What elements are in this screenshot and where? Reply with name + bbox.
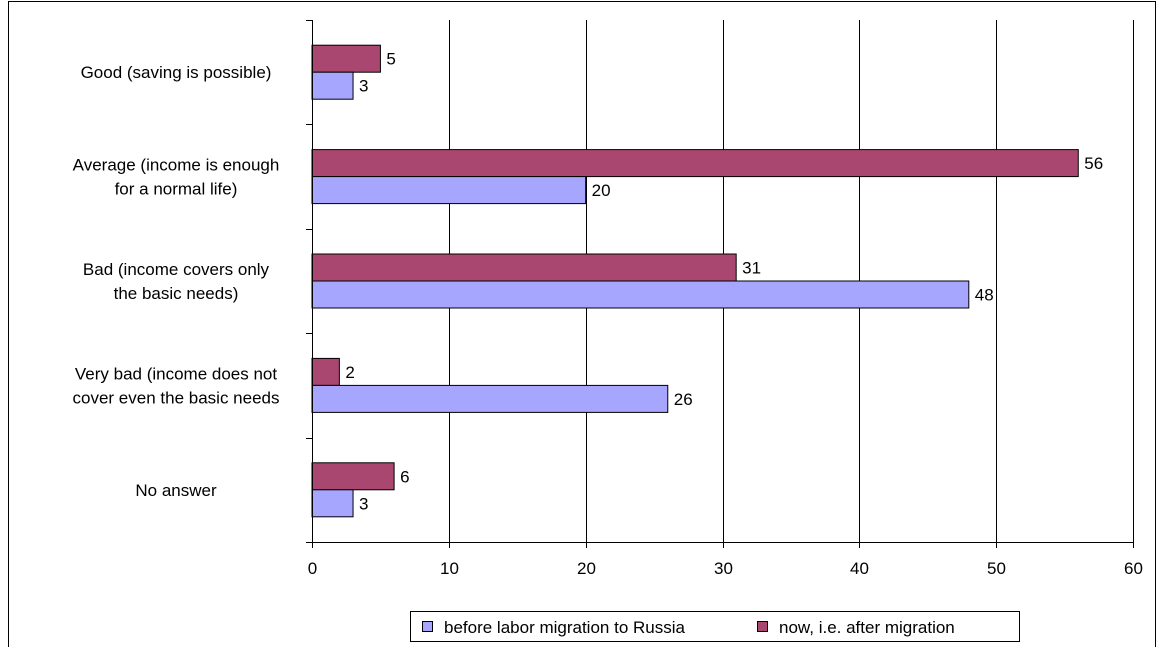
category-label-2-line-1: Average (income is enough	[73, 156, 280, 175]
legend: before labor migration to Russia now, i.e…	[410, 611, 1020, 642]
x-tick-label-60: 60	[1124, 559, 1143, 578]
data-label-before-1: 3	[359, 77, 368, 96]
x-tick-label-30: 30	[714, 559, 733, 578]
bar-now-4	[311, 357, 340, 386]
data-label-now-4: 2	[345, 363, 354, 382]
x-tick-label-40: 40	[850, 559, 869, 578]
legend-label-now: now, i.e. after migration	[779, 618, 955, 637]
bars	[311, 44, 1079, 518]
legend-swatch-now	[757, 621, 768, 632]
legend-swatch-before	[422, 621, 433, 632]
x-tick-label-10: 10	[440, 559, 459, 578]
legend-label-before: before labor migration to Russia	[444, 618, 686, 637]
data-label-now-2: 56	[1084, 154, 1103, 173]
bar-now-3	[311, 253, 737, 282]
category-label-2-line-2: for a normal life)	[115, 180, 238, 199]
bar-before-3	[311, 280, 970, 309]
bar-now-1	[311, 44, 381, 73]
data-label-before-3: 48	[975, 286, 994, 305]
bar-before-2	[311, 176, 587, 205]
data-label-before-2: 20	[592, 181, 611, 200]
category-label-5: No answer	[135, 481, 217, 500]
data-label-before-5: 3	[359, 494, 368, 513]
outer-frame	[8, 1, 1156, 647]
legend-box	[410, 611, 1020, 642]
bar-before-1	[311, 71, 354, 100]
x-tick-label-20: 20	[577, 559, 596, 578]
category-label-4-line-2: cover even the basic needs	[73, 388, 280, 407]
data-label-now-5: 6	[400, 467, 409, 486]
bar-now-5	[311, 462, 395, 491]
category-label-1: Good (saving is possible)	[81, 63, 272, 82]
x-tick-label-50: 50	[987, 559, 1006, 578]
data-label-now-1: 5	[386, 50, 395, 69]
category-label-4-line-1: Very bad (income does not	[75, 364, 278, 383]
axes	[306, 20, 1134, 548]
bar-before-5	[311, 489, 354, 518]
x-tick-label-0: 0	[308, 559, 317, 578]
data-label-before-4: 26	[674, 390, 693, 409]
bar-now-2	[311, 149, 1079, 178]
category-label-3-line-2: the basic needs)	[114, 284, 239, 303]
data-label-now-3: 31	[742, 259, 761, 278]
bar-before-4	[311, 384, 669, 413]
category-label-3-line-1: Bad (income covers only	[83, 260, 270, 279]
